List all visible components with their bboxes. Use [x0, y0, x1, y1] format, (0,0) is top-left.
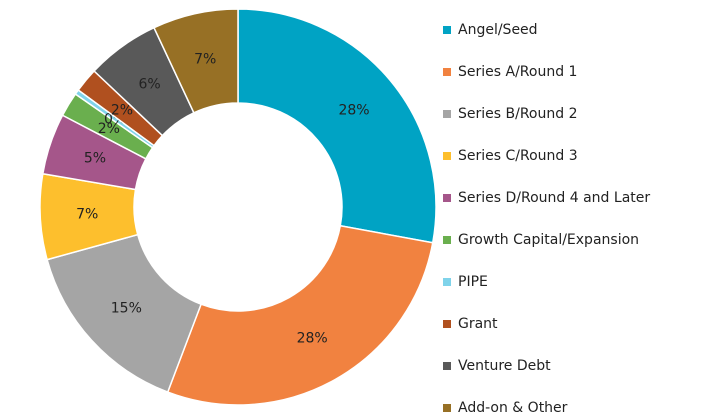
- slice-label: 2%: [111, 102, 133, 118]
- legend-label: Series A/Round 1: [458, 64, 577, 80]
- legend-swatch: [443, 404, 451, 412]
- legend-swatch: [443, 278, 451, 286]
- legend-label: Series B/Round 2: [458, 106, 577, 122]
- slice-label: 2%: [98, 121, 120, 137]
- legend-label: Angel/Seed: [458, 22, 538, 38]
- legend-swatch: [443, 26, 451, 34]
- legend-swatch: [443, 194, 451, 202]
- legend-label: Add-on & Other: [458, 400, 568, 416]
- legend-label: Venture Debt: [458, 358, 551, 374]
- legend-label: Growth Capital/Expansion: [458, 232, 639, 248]
- legend-label: Grant: [458, 316, 498, 332]
- legend-label: Series D/Round 4 and Later: [458, 190, 650, 206]
- legend-swatch: [443, 320, 451, 328]
- slice-label: 28%: [338, 102, 369, 118]
- slice-label: 15%: [111, 301, 142, 317]
- legend-label: Series C/Round 3: [458, 148, 578, 164]
- slice-label: 28%: [297, 331, 328, 347]
- slice-label: 7%: [76, 207, 98, 223]
- legend-swatch: [443, 236, 451, 244]
- legend-label: PIPE: [458, 274, 488, 290]
- slice: [237, 8, 437, 244]
- slice: [166, 224, 434, 406]
- legend-swatch: [443, 68, 451, 76]
- legend-swatch: [443, 362, 451, 370]
- legend-swatch: [443, 110, 451, 118]
- slice-label: 5%: [84, 151, 106, 167]
- legend-swatch: [443, 152, 451, 160]
- slice-label: 7%: [194, 52, 216, 68]
- slice-label: 6%: [138, 77, 160, 93]
- slice: [153, 8, 239, 114]
